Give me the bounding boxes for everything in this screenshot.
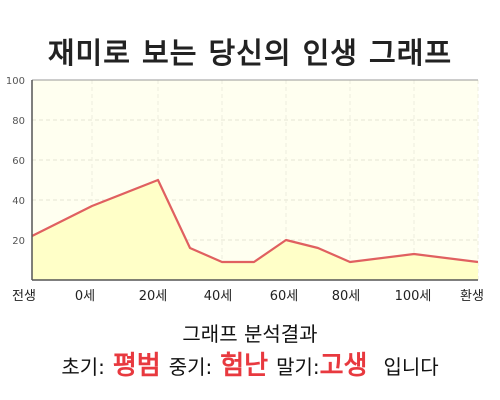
mid-value: 험난 [220, 351, 269, 381]
x-tick-label: 20세 [139, 289, 168, 304]
late-label: 말기: [276, 355, 320, 379]
y-tick-label: 60 [12, 156, 25, 167]
life-graph-chart: 20 40 60 80 100 전생 0세 20세 40세 60세 80세 100세 환생 [6, 76, 484, 304]
x-tick-label: 80세 [332, 289, 361, 304]
y-tick-label: 80 [12, 116, 25, 127]
x-tick-label: 40세 [204, 289, 233, 304]
analysis-result: 초기: 평범 중기: 험난 말기:고생 입니다 [0, 345, 500, 382]
late-value: 고생 [319, 351, 368, 381]
mid-label: 중기: [168, 355, 213, 379]
x-tick-label: 60세 [270, 289, 299, 304]
x-tick-label: 전생 [12, 289, 36, 304]
ending-text: 입니다 [383, 355, 439, 379]
x-tick-label: 0세 [75, 289, 95, 304]
y-tick-label: 20 [12, 236, 25, 247]
x-tick-label: 100세 [395, 289, 432, 304]
early-value: 평범 [112, 351, 161, 381]
analysis-heading: 그래프 분석결과 [182, 322, 318, 346]
y-tick-label: 40 [12, 196, 25, 207]
page-title: 재미로 보는 당신의 인생 그래프 [47, 36, 453, 70]
series-line [31, 178, 479, 264]
x-tick-label: 환생 [460, 289, 484, 304]
series-area [32, 180, 478, 280]
y-tick-label: 100 [6, 76, 25, 87]
early-label: 초기: [61, 355, 105, 379]
